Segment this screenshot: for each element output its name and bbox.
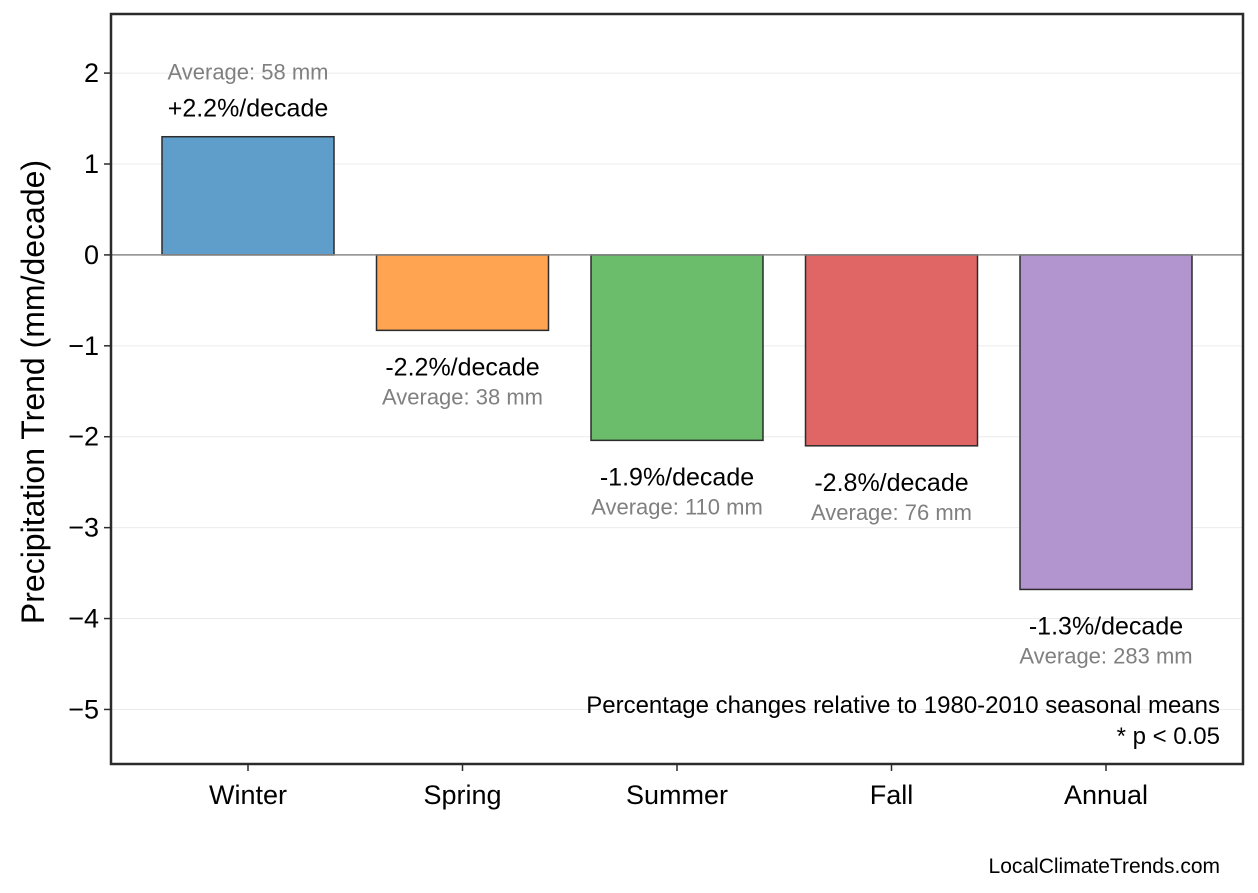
average-label-summer: Average: 110 mm xyxy=(591,494,763,519)
bar-fall xyxy=(804,254,979,447)
average-label-winter: Average: 58 mm xyxy=(167,60,328,85)
x-tick-label-summer: Summer xyxy=(626,780,728,810)
bar-winter xyxy=(161,135,335,256)
average-label-fall: Average: 76 mm xyxy=(811,500,972,525)
percent-label-summer: -1.9%/decade xyxy=(600,463,754,491)
percent-label-spring: -2.2%/decade xyxy=(385,353,539,381)
y-tick-label-6: −4 xyxy=(68,604,99,634)
x-tick-label-annual: Annual xyxy=(1064,780,1148,810)
y-axis-label: Precipitation Trend (mm/decade) xyxy=(15,160,51,624)
note-line-1: Percentage changes relative to 1980-2010… xyxy=(586,692,1220,719)
x-tick-label-spring: Spring xyxy=(423,780,501,810)
y-tick-label-4: −2 xyxy=(68,422,99,452)
y-tick-label-7: −5 xyxy=(68,694,99,724)
percent-label-winter: +2.2%/decade xyxy=(168,95,329,123)
site-credit: LocalClimateTrends.com xyxy=(989,855,1220,878)
note-line-2: * p < 0.05 xyxy=(1117,723,1220,750)
percent-label-annual: -1.3%/decade xyxy=(1029,612,1183,640)
axes-layer: 2 1 0 −1 −2 −3 −4 −5 Winter Spring Summer Fall Annua… xyxy=(68,12,1245,810)
x-tick-label-fall: Fall xyxy=(870,780,914,810)
y-tick-label-3: −1 xyxy=(68,331,99,361)
bars-layer xyxy=(111,135,1243,591)
y-tick-label-1: 1 xyxy=(84,149,99,179)
x-tick-label-winter: Winter xyxy=(209,780,287,810)
y-tick-label-2: 0 xyxy=(84,240,99,270)
y-tick-label-5: −3 xyxy=(68,513,99,543)
bar-spring xyxy=(375,254,550,332)
percent-label-fall: -2.8%/decade xyxy=(814,469,968,497)
bar-summer xyxy=(590,254,764,442)
average-label-annual: Average: 283 mm xyxy=(1019,643,1192,668)
y-tick-label-0: 2 xyxy=(84,58,99,88)
bar-annual xyxy=(1019,254,1193,591)
labels-layer: +2.2%/decade Average: 58 mm -2.2%/decade Av… xyxy=(167,60,1192,669)
average-label-spring: Average: 38 mm xyxy=(382,384,543,409)
